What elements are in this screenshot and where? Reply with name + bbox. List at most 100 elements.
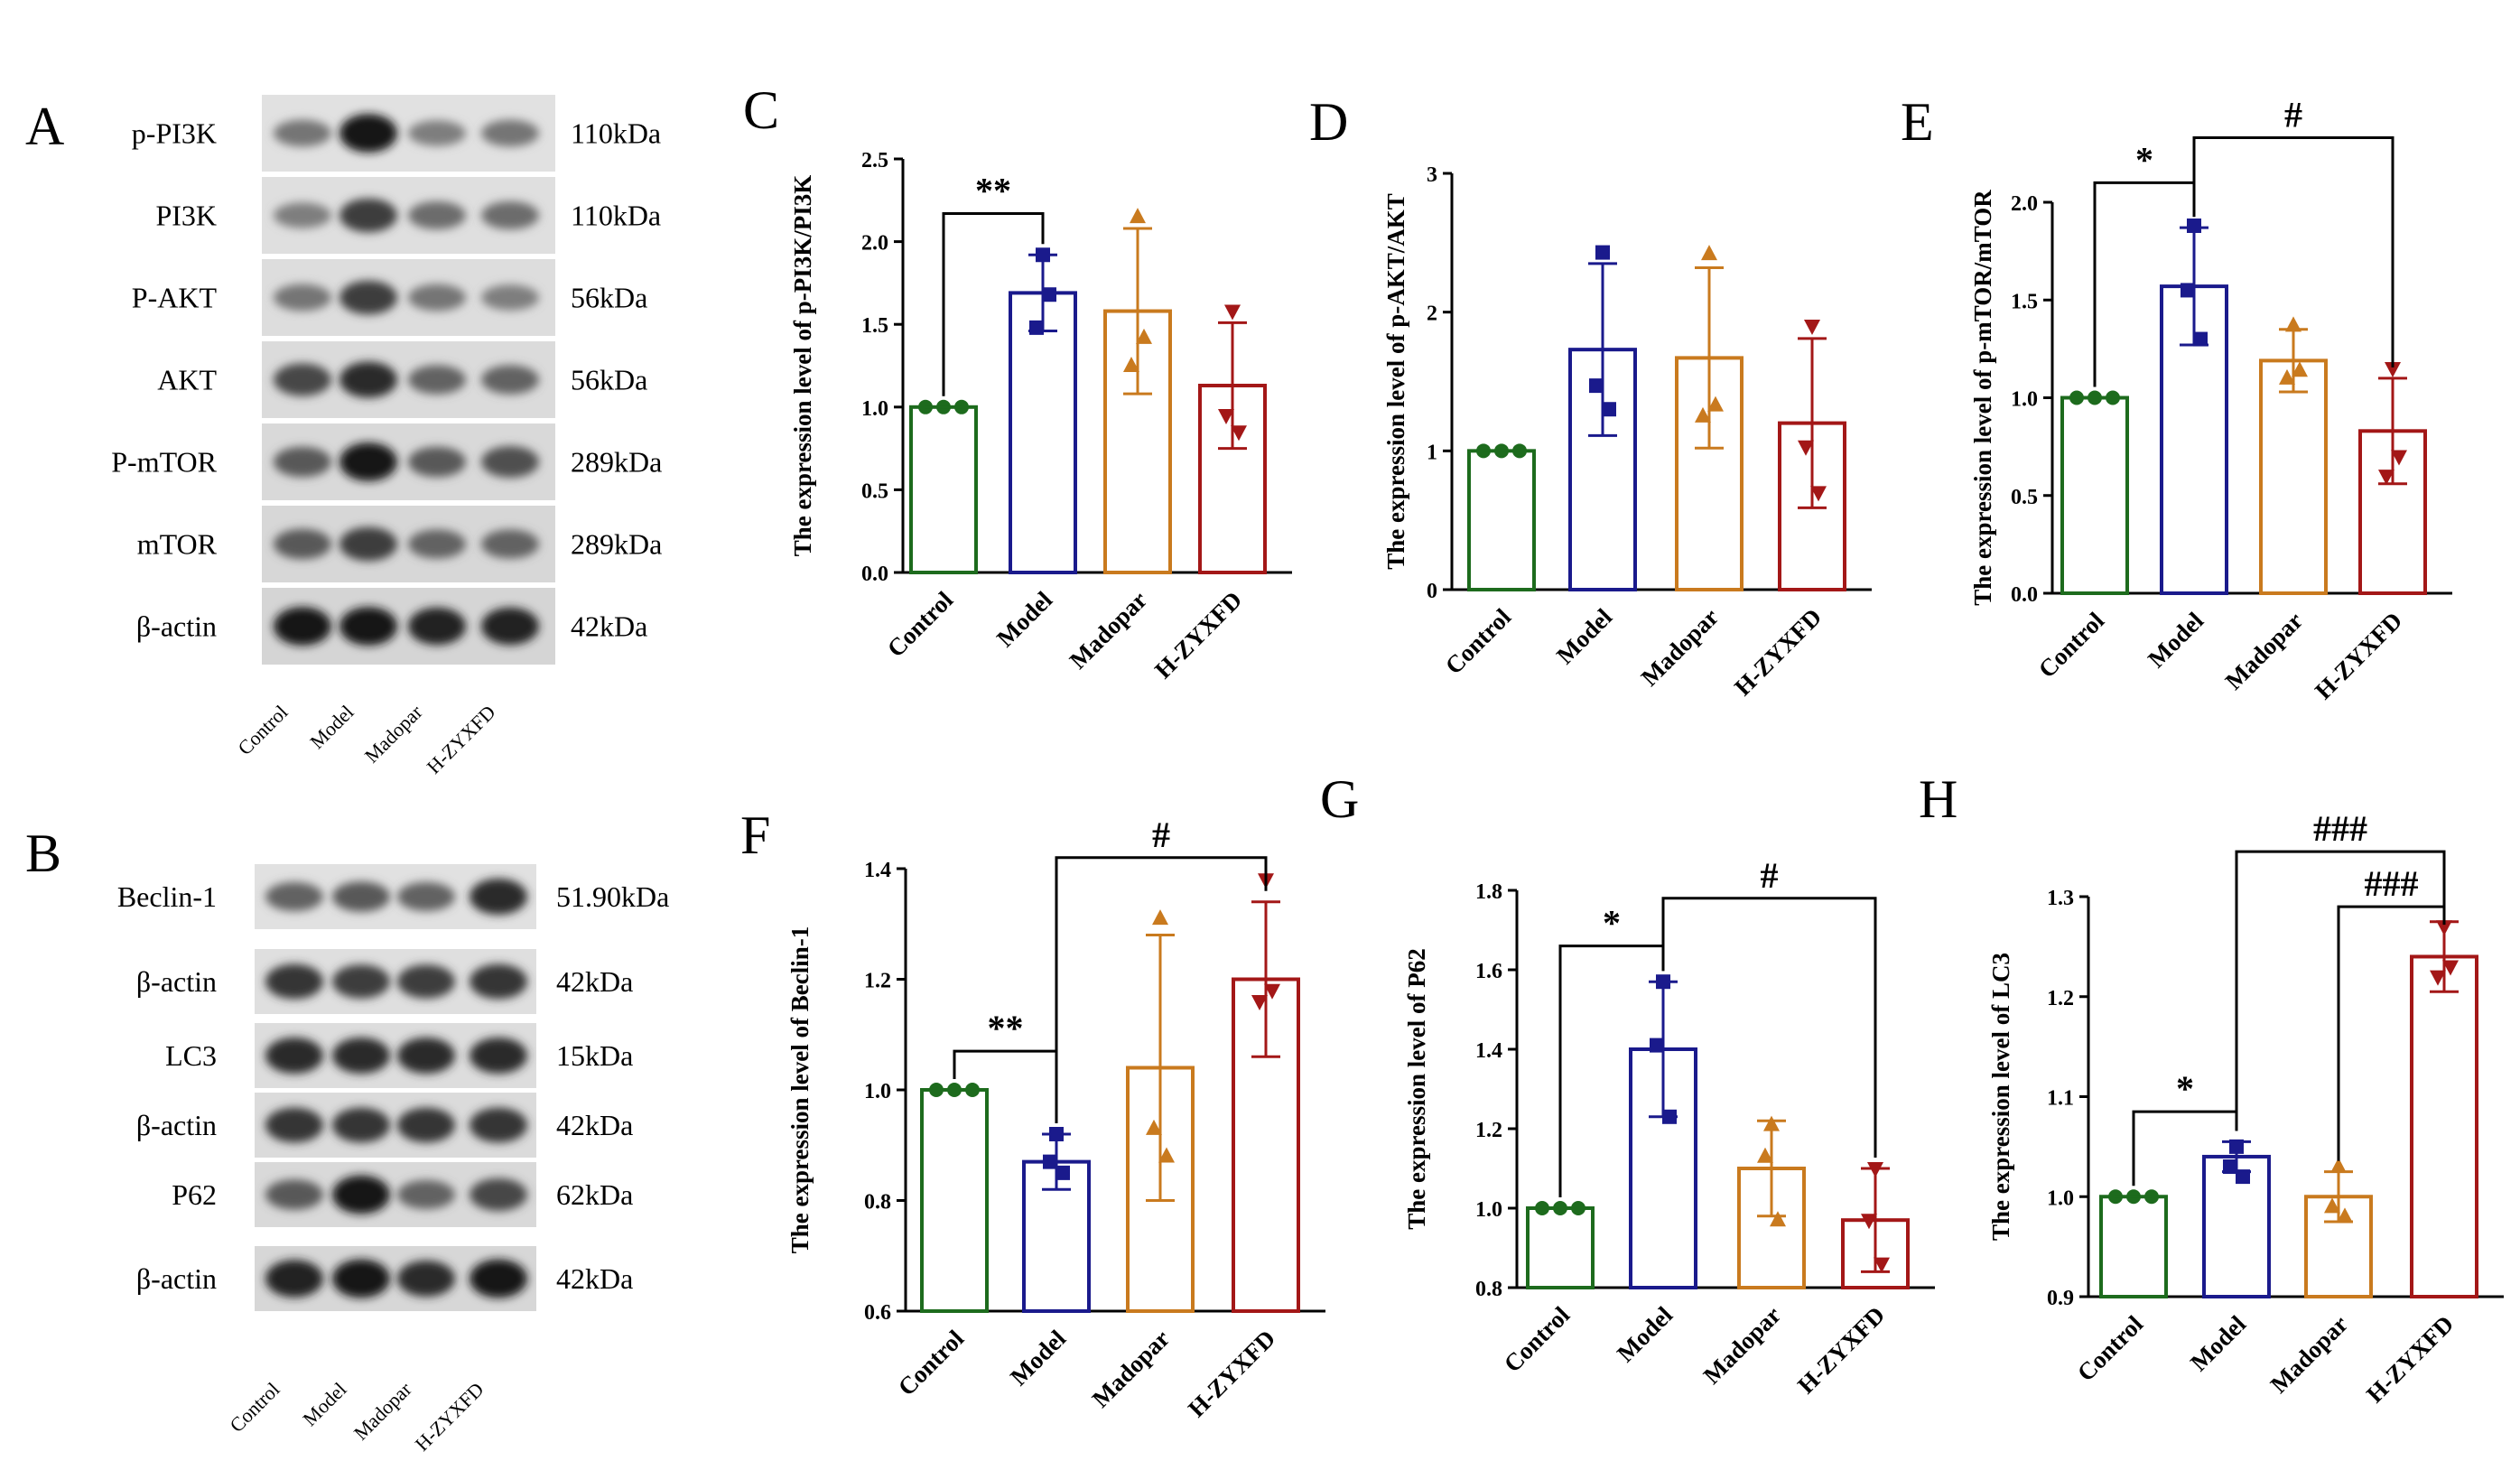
blot-kda-label: 110kDa	[571, 117, 661, 150]
blot-group-label: H-ZYXFD	[411, 1378, 488, 1456]
y-tick-label: 3	[1427, 163, 1437, 187]
data-point	[2385, 362, 2401, 378]
data-point	[1804, 320, 1820, 336]
data-point	[2436, 920, 2452, 936]
blot-panel-B: B Beclin-1 51.90kDa β-actin 42kDa LC3 15kDa β-a…	[25, 824, 669, 1456]
data-point	[1251, 995, 1268, 1010]
blot-band	[332, 1037, 390, 1075]
blot-kda-label: 56kDa	[571, 364, 647, 396]
x-category-label: H-ZYXFD	[1183, 1325, 1280, 1422]
data-point	[2285, 316, 2301, 332]
blot-band	[397, 1179, 455, 1210]
significance-label: *	[2135, 139, 2153, 180]
data-point	[1055, 1165, 1070, 1180]
y-tick-label: 1.0	[2047, 1186, 2074, 1210]
data-point	[1218, 408, 1234, 424]
significance-label: *	[1603, 903, 1621, 944]
significance-label: *	[2176, 1068, 2194, 1109]
y-tick-label: 1.8	[1475, 880, 1502, 904]
blot-band	[408, 446, 466, 478]
x-category-label: Model	[991, 586, 1058, 653]
y-tick-label: 1	[1427, 441, 1437, 464]
data-point	[1049, 1127, 1064, 1141]
blot-band	[470, 1259, 527, 1298]
blot-band	[408, 607, 466, 646]
blot-row-label: P62	[172, 1178, 217, 1211]
blot-band	[274, 284, 331, 312]
y-tick-label: 2.5	[861, 149, 888, 172]
blot-kda-label: 51.90kDa	[556, 880, 669, 913]
x-category-label: Model	[2143, 607, 2209, 674]
data-point	[1589, 378, 1604, 394]
blot-group-label: Control	[225, 1378, 284, 1437]
blot-row-label: mTOR	[137, 528, 218, 561]
data-point	[2337, 1207, 2353, 1224]
y-tick-label: 2.0	[861, 232, 888, 256]
blot-band	[332, 1175, 390, 1214]
panel-letter: A	[25, 97, 64, 156]
y-tick-label: 1.0	[1475, 1198, 1502, 1222]
data-point	[1036, 247, 1050, 263]
significance-label: #	[1152, 814, 1170, 855]
blot-band	[332, 881, 390, 912]
blot-kda-label: 110kDa	[571, 200, 661, 232]
significance-bracket	[2192, 136, 2394, 368]
blot-band	[274, 119, 331, 147]
bar	[2060, 395, 2129, 595]
x-category-label: Model	[1612, 1301, 1678, 1368]
x-category-label: Madopar	[1087, 1325, 1176, 1413]
blot-band	[481, 119, 539, 147]
blot-band	[339, 526, 397, 562]
y-tick-label: 0.8	[864, 1191, 891, 1214]
blot-band	[339, 361, 397, 398]
blot-band	[408, 201, 466, 229]
bar	[1526, 1206, 1595, 1289]
data-point	[1146, 1119, 1162, 1135]
y-tick-label: 0	[1427, 580, 1437, 603]
blot-band	[274, 528, 331, 560]
blot-band	[397, 1107, 455, 1143]
blot-band	[470, 878, 527, 916]
y-axis-title: The expression level of LC3	[1987, 953, 2014, 1241]
y-tick-label: 0.0	[861, 563, 888, 586]
y-tick-label: 1.4	[1475, 1039, 1502, 1063]
y-tick-label: 0.0	[2011, 583, 2038, 607]
blot-band	[332, 964, 390, 999]
panel-letter: C	[743, 80, 779, 140]
blot-row-label: P-mTOR	[111, 446, 217, 479]
y-axis-title: The expression level of p-PI3K/PI3K	[789, 175, 816, 557]
x-category-label: H-ZYXFD	[2361, 1310, 2459, 1408]
y-tick-label: 2	[1427, 302, 1437, 326]
data-point	[2391, 450, 2407, 466]
blot-kda-label: 62kDa	[556, 1178, 633, 1211]
data-point	[1043, 1154, 1057, 1169]
blot-band	[481, 529, 539, 559]
chart-panel-G: G The expression level of P62 0.8 1.0 1.2 1.4…	[1320, 769, 1935, 1399]
blot-group-label: Control	[233, 701, 292, 759]
blot-band	[470, 1177, 527, 1212]
data-point	[1152, 909, 1168, 926]
data-point	[1695, 406, 1711, 423]
y-axis-title: The expression level of p-AKT/AKT	[1382, 193, 1409, 570]
x-category-label: H-ZYXFD	[1792, 1301, 1890, 1399]
blot-band	[339, 442, 397, 481]
y-axis-title: The expression level of p-mTOR/mTOR	[1969, 190, 1996, 606]
bar	[920, 1088, 989, 1313]
x-category-label: Control	[2072, 1310, 2149, 1387]
blot-band	[397, 1260, 455, 1298]
y-tick-label: 1.2	[864, 970, 891, 993]
data-point	[2292, 361, 2308, 377]
blot-kda-label: 42kDa	[571, 610, 647, 643]
blot-band	[397, 881, 455, 912]
data-point	[1264, 983, 1280, 1000]
blot-band	[481, 201, 539, 229]
y-tick-label: 1.6	[1475, 960, 1502, 983]
blot-band	[274, 202, 331, 228]
data-point	[1224, 304, 1241, 321]
blot-band	[339, 198, 397, 233]
data-point	[1130, 208, 1146, 224]
data-point	[2330, 1158, 2347, 1174]
x-category-label: Madopar	[2265, 1310, 2354, 1399]
chart-panel-C: C The expression level of p-PI3K/PI3K 0.0 0…	[743, 80, 1292, 684]
